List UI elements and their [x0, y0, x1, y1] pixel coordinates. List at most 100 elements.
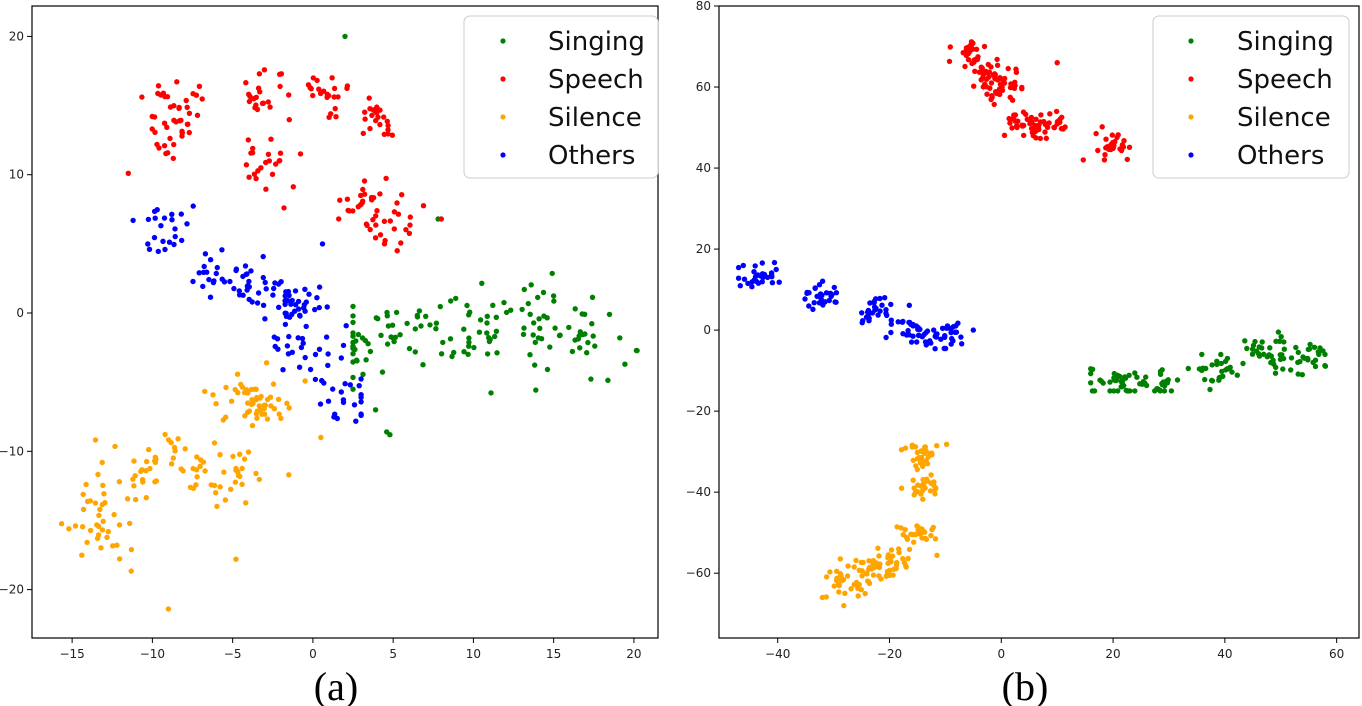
panel-a-speech-point-138	[370, 217, 376, 223]
panel-b-singing-point-53	[1268, 353, 1275, 359]
panel-a-others-point-92	[299, 335, 306, 342]
panel-b-singing-point-104	[1115, 388, 1121, 394]
panel-a-speech-point-35	[173, 119, 179, 125]
panel-b-silence-point-44	[889, 553, 896, 559]
panel-a-speech-point-26	[194, 112, 201, 119]
panel-a-xtick-label-3: 0	[309, 647, 317, 661]
panel-a-speech-point-41	[184, 121, 191, 128]
panel-a-singing-point-40	[494, 350, 500, 356]
panel-b-silence-point-23	[834, 568, 840, 574]
panel-b-xtick-label-2: 0	[997, 647, 1005, 661]
panel-a-silence-point-121	[58, 521, 65, 527]
panel-b-silence-point-28	[842, 590, 848, 596]
panel-b-silence-point-110	[915, 482, 921, 488]
panel-a-singing-point-30	[476, 329, 483, 335]
panel-b-xtick-label-1: −20	[877, 647, 902, 661]
panel-a-speech-point-171	[359, 200, 365, 206]
panel-b-speech-point-54	[1013, 69, 1020, 76]
panel-a-speech-point-166	[374, 208, 380, 214]
panel-a-silence-point-53	[143, 458, 150, 465]
panel-a-singing-point-29	[466, 335, 472, 341]
panel-a-singing-point-114	[484, 320, 490, 326]
panel-b-singing-point-138	[1126, 372, 1132, 378]
panel-a-singing-point-82	[448, 298, 454, 304]
panel-b-speech-point-26	[966, 49, 972, 56]
panel-a-singing-point-44	[493, 314, 499, 320]
panel-a-others-point-39	[233, 267, 239, 274]
panel-b-speech-point-165	[997, 81, 1004, 88]
panel-a-speech-point-161	[336, 216, 342, 222]
panel-b-others-point-126	[923, 329, 929, 336]
panel-b-others-point-101	[905, 327, 911, 334]
panel-a-silence-point-80	[222, 497, 229, 503]
panel-a-speech-point-32	[156, 145, 162, 151]
panel-a-singing-point-35	[471, 344, 477, 351]
panel-a-singing-point-57	[544, 315, 550, 321]
panel-a-singing-point-8	[355, 331, 362, 338]
panel-a-xtick-label-1: −10	[140, 647, 165, 661]
panel-a-speech-point-178	[438, 216, 444, 222]
panel-a-others-point-128	[358, 399, 364, 405]
panel-b-silence-point-55	[876, 564, 883, 571]
panel-b-singing-point-128	[1132, 388, 1138, 394]
panel-a-others-point-91	[286, 333, 292, 340]
panel-a-speech-point-47	[261, 67, 268, 73]
panel-b-singing-point-88	[1227, 364, 1233, 370]
panel-a-xtick-label-2: −5	[224, 647, 242, 661]
panel-a-points	[58, 33, 640, 612]
panel-a-singing-point-101	[551, 298, 557, 304]
panel-b-silence-point-130	[902, 445, 909, 451]
panel-b-singing-point-148	[1111, 375, 1117, 381]
panel-b-singing-point-112	[1157, 387, 1163, 393]
panel-a-others-point-11	[184, 221, 190, 227]
panel-b-singing-point-111	[1132, 370, 1138, 376]
panel-b-others-point-33	[816, 282, 823, 288]
panel-b-silence-point-168	[851, 581, 858, 588]
panel-b-others-point-146	[939, 325, 946, 331]
panel-b-speech-point-83	[1019, 123, 1026, 129]
panel-b-singing-point-19	[1242, 338, 1248, 344]
panel-a-speech-point-168	[355, 204, 361, 210]
panel-b-silence-point-18	[837, 556, 843, 562]
panel-b-singing-point-48	[1276, 338, 1283, 344]
legend-b-others-marker	[1188, 152, 1194, 158]
panel-a-speech-point-158	[344, 196, 351, 202]
panel-a-others-point-24	[200, 283, 206, 290]
panel-b-singing-point-21	[1259, 339, 1265, 345]
panel-a-others-point-119	[358, 411, 364, 417]
panel-b-ytick-label-1: −40	[686, 485, 711, 499]
legend-a-silence-label: Silence	[548, 103, 642, 133]
panel-a-singing-point-41	[493, 328, 500, 334]
panel-a-silence-point-23	[80, 491, 86, 498]
panel-b-singing-point-42	[1312, 363, 1319, 370]
panel-a-silence-point-123	[66, 526, 72, 532]
panel-a-speech-point-111	[250, 145, 256, 152]
panel-a-others-point-78	[312, 306, 318, 313]
panel-b-speech-point-146	[971, 83, 977, 89]
panel-b-others-point-28	[737, 283, 743, 289]
panel-b-singing-point-25	[1268, 359, 1274, 366]
panel-a-others-point-37	[248, 268, 254, 274]
panel-b-speech-point-161	[997, 75, 1003, 82]
panel-a-speech-point-170	[377, 191, 383, 197]
panel-a-singing-point-7	[406, 345, 413, 352]
panel-b-singing-point-15	[1244, 345, 1250, 352]
panel-a-others-point-150	[276, 304, 282, 310]
panel-b-silence-point-137	[924, 461, 931, 467]
panel-b-others-point-120	[932, 346, 938, 352]
panel-a-silence-point-29	[168, 461, 175, 467]
panel-a-silence-point-51	[171, 444, 178, 451]
panel-a-silence-point-151	[278, 415, 284, 422]
panel-b-others-point-48	[818, 296, 824, 302]
panel-a-singing-point-13	[453, 295, 459, 302]
panel-a-silence-point-44	[168, 439, 174, 446]
panel-a-silence-point-95	[210, 392, 216, 398]
panel-b-speech-point-142	[1114, 134, 1120, 141]
panel-a-legend-box	[463, 15, 659, 179]
panel-a-silence-point-122	[128, 546, 135, 553]
panel-a-singing-point-72	[521, 286, 527, 293]
panel-a-silence-point-73	[221, 469, 227, 475]
panel-a-speech-point-176	[125, 170, 131, 176]
panel-a-others-point-149	[306, 291, 312, 297]
panel-a-others-point-97	[325, 351, 331, 357]
